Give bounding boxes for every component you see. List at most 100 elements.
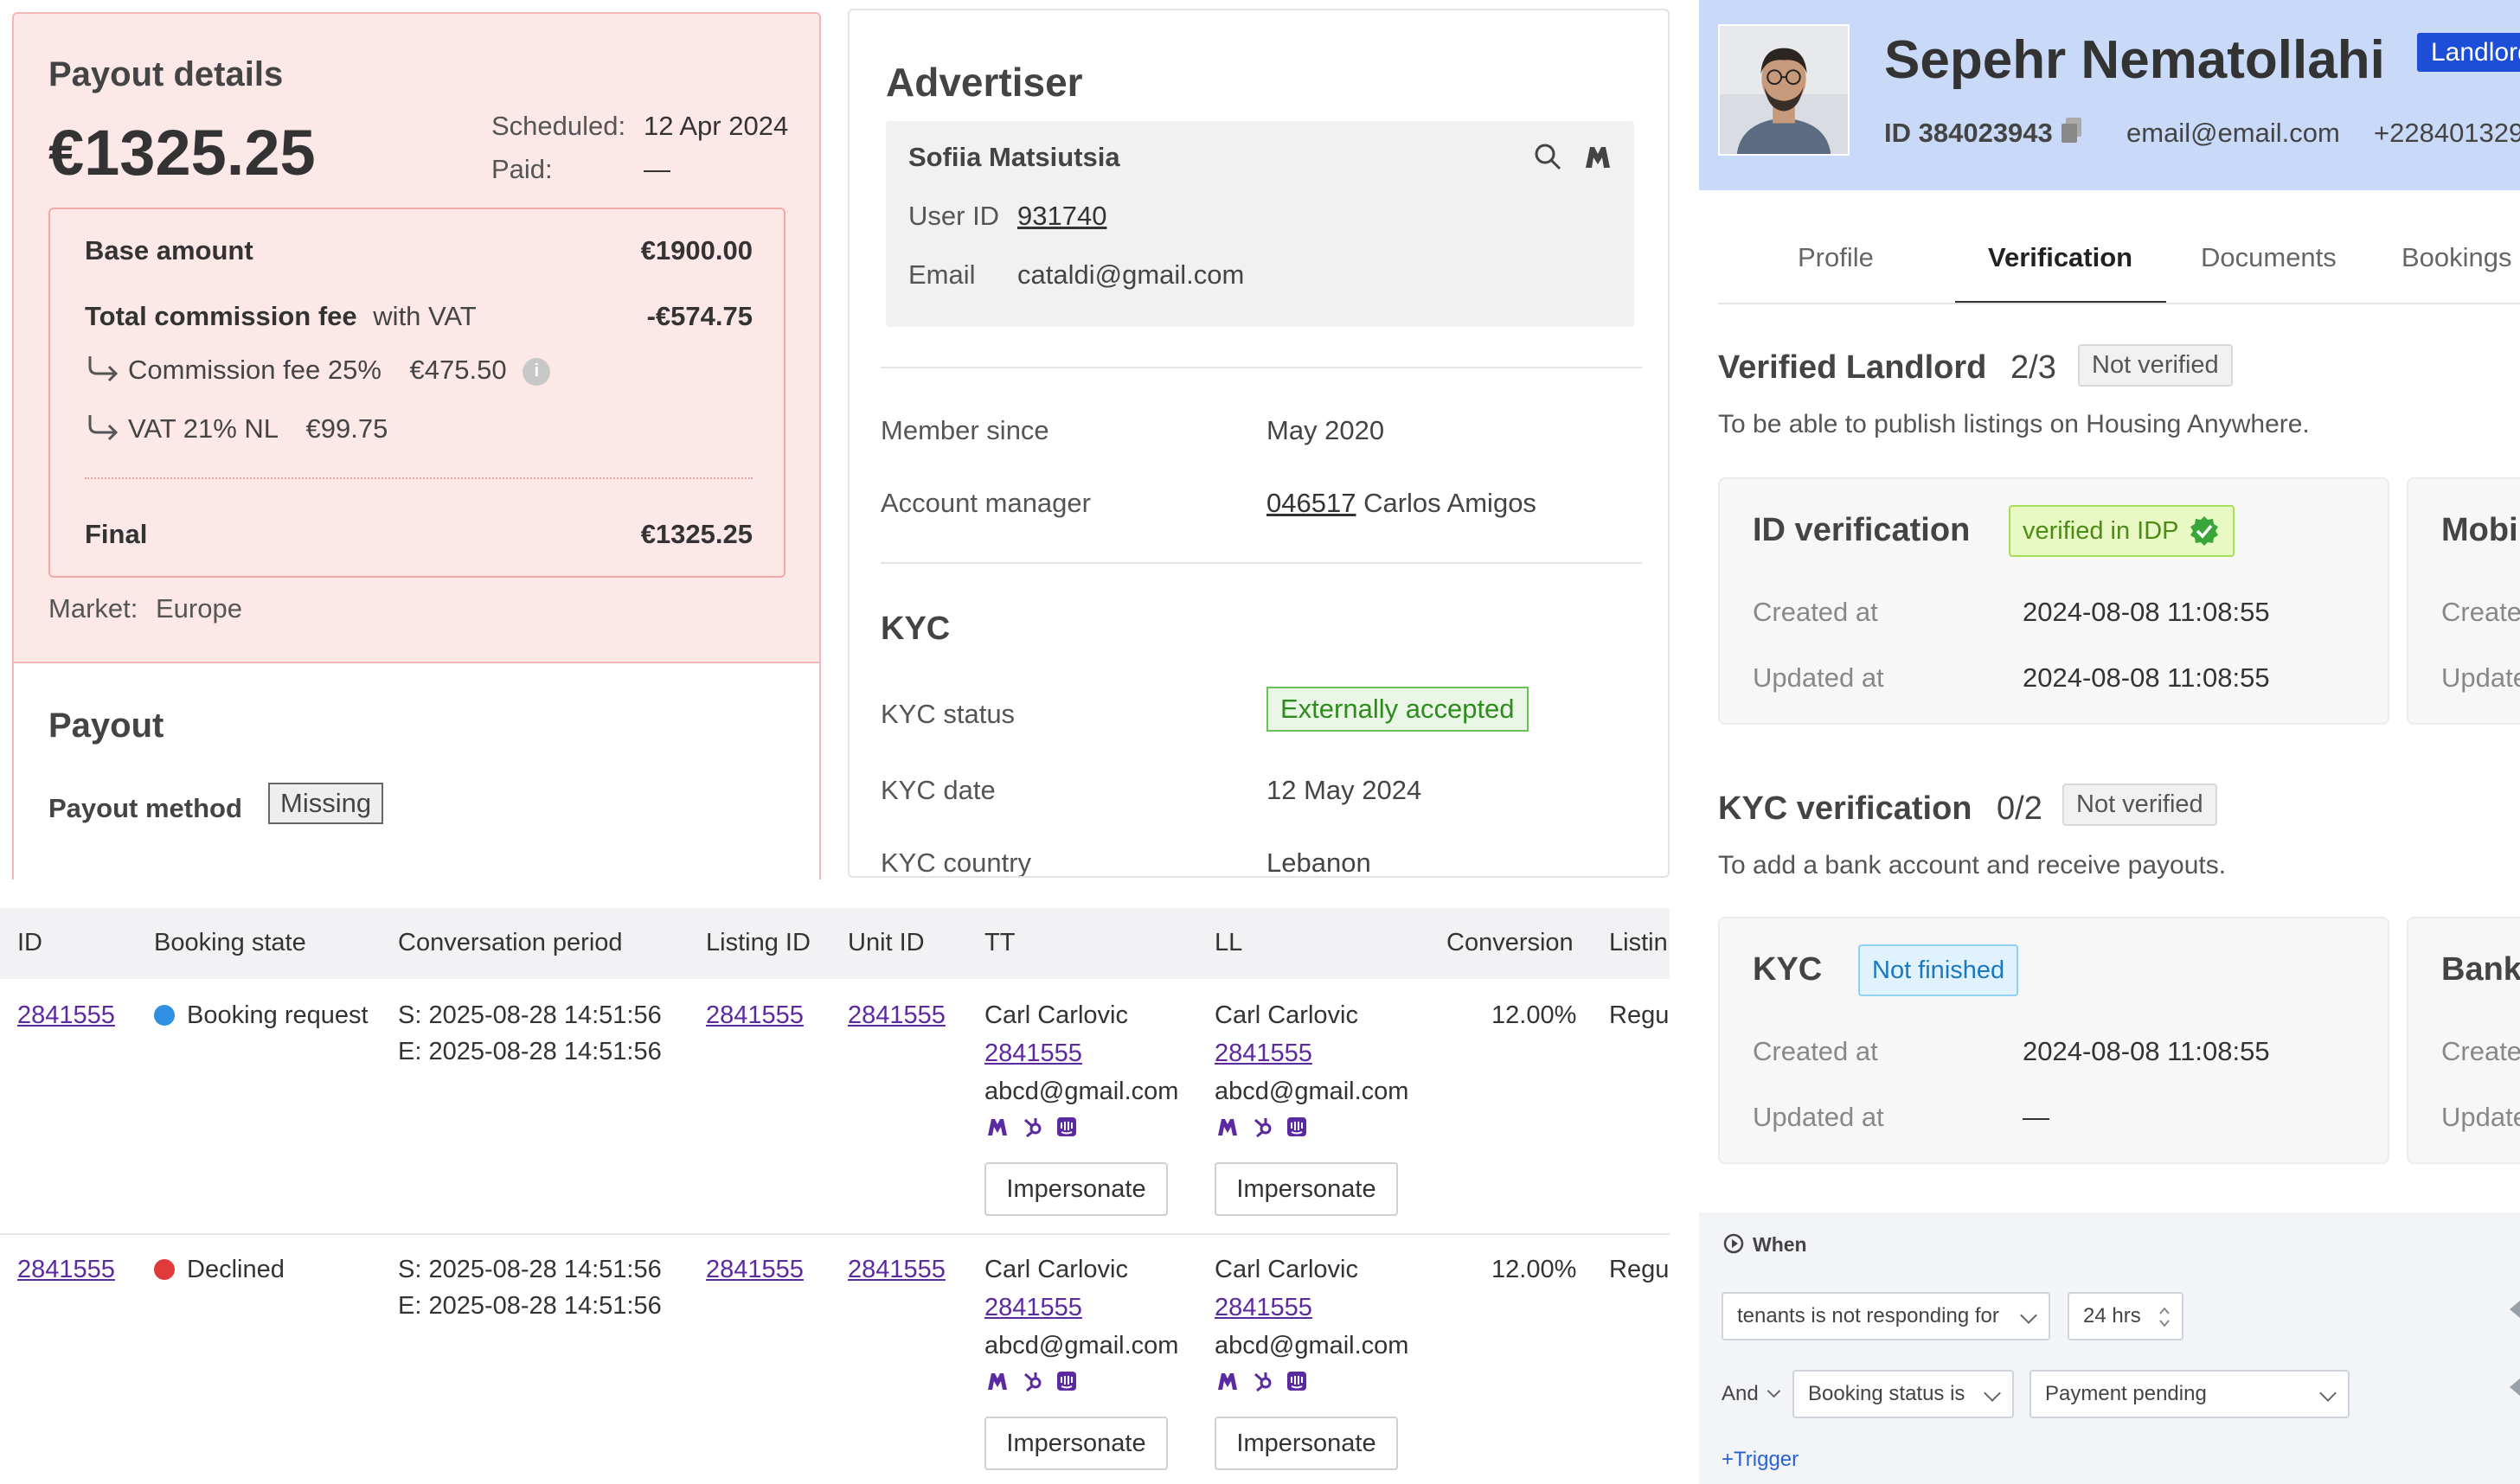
impersonate-tt-button[interactable]: Impersonate	[984, 1162, 1168, 1216]
listing-id-link[interactable]: 2841555	[706, 1256, 804, 1283]
ll-name: Carl Carlovic	[1215, 1001, 1358, 1029]
mobile-created-label: Create	[2441, 597, 2520, 627]
scheduled-label: Scheduled:	[491, 111, 626, 141]
id-verified-badge: verified in IDP	[2009, 505, 2235, 557]
impersonate-tt-button[interactable]: Impersonate	[984, 1417, 1168, 1470]
hubspot-icon[interactable]	[1251, 1370, 1273, 1392]
col-listing: Listin	[1609, 929, 1668, 956]
email-value: cataldi@gmail.com	[1017, 259, 1245, 290]
updated-at-label: Updated at	[1753, 662, 1884, 693]
account-manager-id-link[interactable]: 046517	[1266, 488, 1356, 518]
tab-bookings[interactable]: Bookings	[2401, 242, 2512, 272]
advertiser-panel: Advertiser Sofiia Matsiutsia User ID 931…	[848, 9, 1670, 878]
add-trigger-link[interactable]: +Trigger	[1722, 1448, 1799, 1471]
col-unit-id: Unit ID	[848, 929, 925, 956]
intercom-icon[interactable]	[1286, 1370, 1308, 1392]
kyc-verification-desc: To add a bank account and receive payout…	[1718, 851, 2227, 880]
divider	[881, 562, 1642, 564]
vat-value: €99.75	[305, 413, 388, 444]
tt-email: abcd@gmail.com	[984, 1078, 1179, 1105]
period-start: S: 2025-08-28 14:51:56	[398, 1256, 662, 1283]
commission-fee-row: Commission fee 25% €475.50 i	[85, 355, 753, 386]
tab-profile[interactable]: Profile	[1798, 242, 1874, 272]
impersonate-icon[interactable]	[1216, 1370, 1239, 1392]
final-row: Final €1325.25	[85, 519, 753, 550]
listing-type: Regu	[1609, 1256, 1670, 1283]
hubspot-icon[interactable]	[1251, 1116, 1273, 1138]
search-icon[interactable]	[1533, 142, 1562, 171]
copy-icon[interactable]	[2059, 116, 2085, 145]
tt-email: abcd@gmail.com	[984, 1332, 1179, 1359]
intercom-icon[interactable]	[1286, 1116, 1308, 1138]
chevron-down-icon	[1767, 1384, 1780, 1398]
kyc-not-finished-badge: Not finished	[1858, 944, 2019, 996]
ll-action-icons	[1216, 1370, 1308, 1392]
listing-id-link[interactable]: 2841555	[706, 1001, 804, 1029]
condition-select[interactable]: tenants is not responding for	[1722, 1292, 2050, 1340]
booking-id-link[interactable]: 2841555	[17, 1256, 115, 1283]
kyc-date-label: KYC date	[881, 775, 996, 805]
commission-fee-label: Commission fee 25%	[128, 355, 382, 385]
col-listing-id: Listing ID	[706, 929, 811, 956]
profile-header: Sepehr Nematollahi Landlord ID 384023943…	[1699, 0, 2520, 190]
status-value-select[interactable]: Payment pending	[2029, 1370, 2350, 1418]
and-label[interactable]: And	[1722, 1382, 1780, 1406]
active-tab-indicator	[1955, 301, 2166, 304]
collapse-arrow-icon[interactable]	[2507, 1377, 2520, 1398]
unit-id-link[interactable]: 2841555	[848, 1256, 946, 1283]
account-manager-name: Carlos Amigos	[1363, 488, 1536, 518]
listing-type: Regu	[1609, 1001, 1670, 1029]
id-updated-at: 2024-08-08 11:08:55	[2023, 662, 2270, 693]
divider	[881, 367, 1642, 368]
total-commission-row: Total commission fee with VAT -€574.75	[85, 301, 753, 332]
verified-landlord-status: Not verified	[2078, 344, 2233, 387]
stepper-arrows-icon[interactable]	[2158, 1304, 2171, 1330]
payout-title: Payout	[48, 707, 164, 745]
impersonate-ll-button[interactable]: Impersonate	[1215, 1417, 1398, 1470]
tt-action-icons	[986, 1116, 1078, 1138]
ll-action-icons	[1216, 1116, 1308, 1138]
vat-label: VAT 21% NL	[128, 413, 278, 444]
intercom-icon[interactable]	[1055, 1116, 1078, 1138]
kyc-country-value: Lebanon	[1266, 848, 1371, 878]
kyc-country-label: KYC country	[881, 848, 1032, 878]
info-icon[interactable]: i	[523, 357, 551, 386]
when-title: When	[1753, 1233, 1807, 1256]
scheduled-value: 12 Apr 2024	[644, 111, 789, 141]
email-label: Email	[908, 259, 976, 290]
booking-id-link[interactable]: 2841555	[17, 1001, 115, 1029]
tt-id-link[interactable]: 2841555	[984, 1294, 1082, 1321]
kyc-date-value: 12 May 2024	[1266, 775, 1422, 805]
conversion-value: 12.00%	[1491, 1001, 1577, 1029]
impersonate-icon[interactable]	[1583, 142, 1613, 171]
booking-state: Booking request	[154, 1001, 369, 1030]
ll-id-link[interactable]: 2841555	[1215, 1039, 1312, 1067]
duration-stepper[interactable]: 24 hrs	[2068, 1292, 2183, 1340]
unit-id-link[interactable]: 2841555	[848, 1001, 946, 1029]
payout-amount: €1325.25	[48, 117, 316, 189]
user-id-link[interactable]: 931740	[1017, 201, 1107, 231]
col-booking-state: Booking state	[154, 929, 306, 956]
tt-id-link[interactable]: 2841555	[984, 1039, 1082, 1067]
bank-updated-label: Update	[2441, 1102, 2520, 1132]
tt-name: Carl Carlovic	[984, 1001, 1128, 1029]
tab-verification[interactable]: Verification	[1988, 242, 2133, 272]
status-dot-icon	[154, 1005, 175, 1026]
impersonate-icon[interactable]	[986, 1116, 1009, 1138]
impersonate-icon[interactable]	[1216, 1116, 1239, 1138]
profile-phone: +228401329	[2374, 118, 2520, 148]
intercom-icon[interactable]	[1055, 1370, 1078, 1392]
advertiser-name: Sofiia Matsiutsia	[908, 142, 1120, 172]
collapse-arrow-icon[interactable]	[2507, 1299, 2520, 1320]
impersonate-icon[interactable]	[986, 1370, 1009, 1392]
hubspot-icon[interactable]	[1021, 1370, 1043, 1392]
kyc-verification-title: KYC verification	[1718, 790, 1972, 827]
hubspot-icon[interactable]	[1021, 1116, 1043, 1138]
booking-status-select[interactable]: Booking status is	[1792, 1370, 2014, 1418]
ll-id-link[interactable]: 2841555	[1215, 1294, 1312, 1321]
impersonate-ll-button[interactable]: Impersonate	[1215, 1162, 1398, 1216]
market-label: Market:	[48, 593, 138, 624]
commission-fee-value: €475.50	[409, 355, 507, 385]
kyc-status-label: KYC status	[881, 699, 1016, 729]
tab-documents[interactable]: Documents	[2201, 242, 2337, 272]
